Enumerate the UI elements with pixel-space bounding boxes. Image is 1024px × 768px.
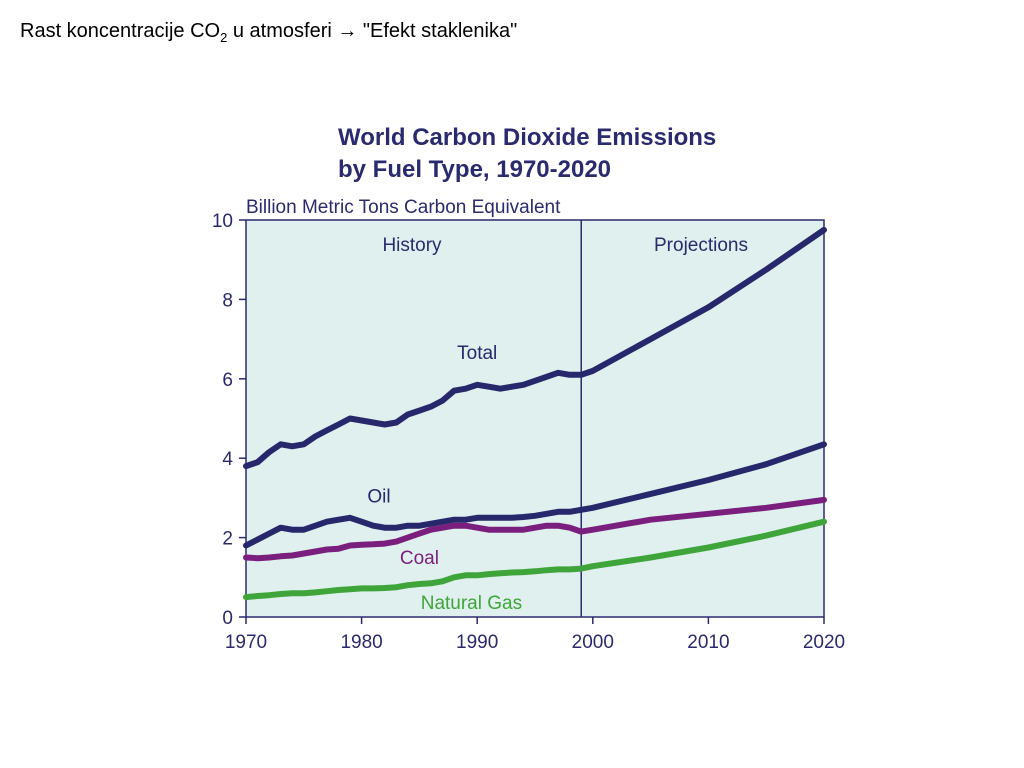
x-tick-label: 1990 bbox=[456, 632, 498, 653]
series-line-coal bbox=[243, 496, 827, 562]
x-tick-label: 2020 bbox=[803, 632, 845, 653]
chart-title-line2: by Fuel Type, 1970-2020 bbox=[338, 156, 611, 183]
arrow-right-icon: → bbox=[337, 20, 358, 42]
series-label-oil: Oil bbox=[367, 487, 390, 508]
series-label-coal: Coal bbox=[400, 548, 439, 569]
plot-area bbox=[245, 219, 825, 618]
y-tick-label: 4 bbox=[222, 449, 233, 470]
y-tick-label: 10 bbox=[212, 211, 233, 232]
x-tick-label: 2010 bbox=[687, 632, 729, 653]
series-label-natural-gas: Natural Gas bbox=[421, 593, 522, 614]
y-tick-label: 2 bbox=[222, 529, 233, 550]
series-line-total bbox=[243, 226, 827, 470]
series-line-oil bbox=[243, 441, 827, 549]
x-tick-label: 2000 bbox=[572, 632, 614, 653]
series-line-natural-gas bbox=[243, 518, 827, 601]
y-tick-label: 0 bbox=[222, 608, 233, 629]
series-label-total: Total bbox=[457, 343, 497, 364]
y-axis-label: Billion Metric Tons Carbon Equivalent bbox=[246, 197, 561, 218]
y-tick-label: 8 bbox=[222, 290, 233, 311]
chart-title-line1: World Carbon Dioxide Emissions bbox=[338, 124, 716, 151]
heading-text-suffix: u atmosferi bbox=[227, 20, 332, 42]
heading-text: Rast koncentracije CO bbox=[20, 20, 221, 42]
projections-label: Projections bbox=[654, 235, 748, 256]
history-label: History bbox=[382, 235, 442, 256]
series-labels: Total Oil Coal Natural Gas bbox=[367, 343, 522, 614]
axes-layer: 1970 1980 1990 2000 2010 2020 0 2 4 6 8 10 bbox=[212, 211, 845, 653]
x-tick-label: 1970 bbox=[225, 632, 267, 653]
heading-quote: "Efekt staklenika" bbox=[357, 20, 518, 42]
heading-subscript: 2 bbox=[220, 30, 228, 45]
slide-heading: Rast koncentracije CO2 u atmosferi → "Ef… bbox=[20, 20, 517, 45]
series-layer bbox=[243, 226, 827, 601]
y-tick-label: 6 bbox=[222, 370, 233, 391]
x-tick-label: 1980 bbox=[340, 632, 382, 653]
